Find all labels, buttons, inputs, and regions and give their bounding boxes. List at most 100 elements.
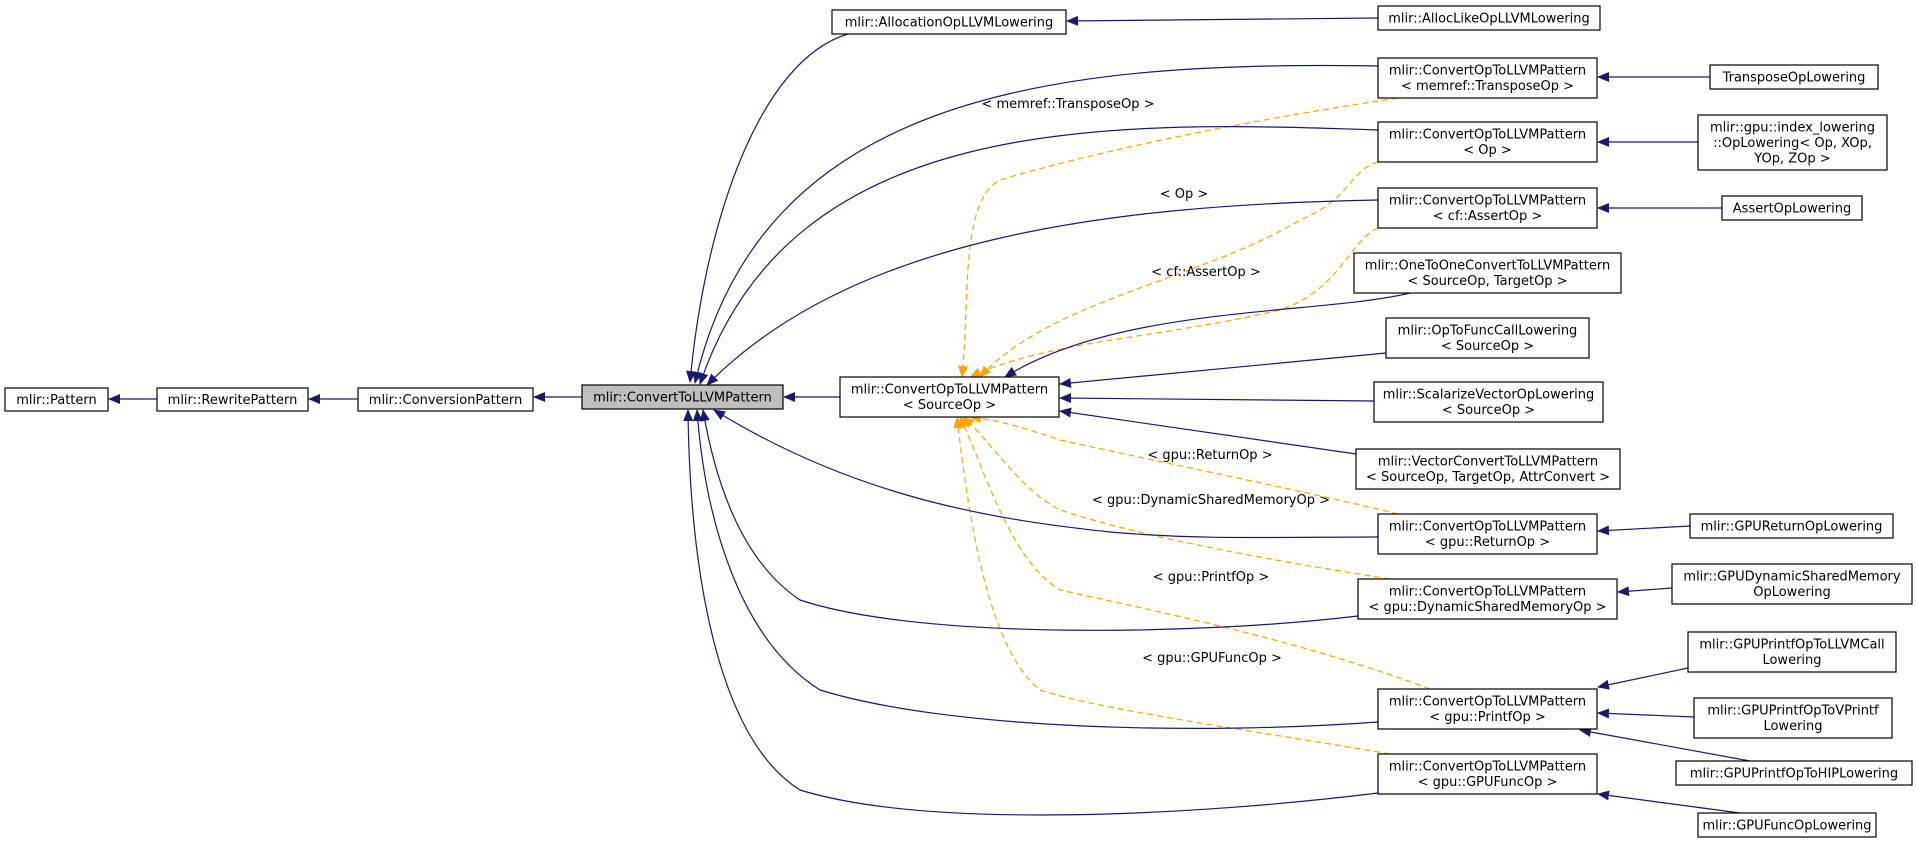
- class-node-convop_printf[interactable]: mlir::ConvertOpToLLVMPattern< gpu::Print…: [1377, 688, 1598, 730]
- template-edge-convop_dynshared: [962, 416, 1391, 580]
- template-edge-convop_transpose: [958, 97, 1399, 378]
- class-node-convop_assert[interactable]: mlir::ConvertOpToLLVMPattern< cf::Assert…: [1377, 187, 1598, 229]
- class-node-box: [581, 384, 784, 410]
- class-node-label: < gpu::PrintfOp >: [1429, 710, 1546, 725]
- class-node-box: [1377, 688, 1598, 730]
- class-node-label: mlir::ConvertOpToLLVMPattern: [1389, 520, 1586, 535]
- edges-layer: [108, 15, 1751, 816]
- class-node-box: [1353, 252, 1622, 294]
- class-node-label: YOp, ZOp >: [1753, 151, 1830, 166]
- class-node-box: [1385, 317, 1590, 359]
- class-node-conversion[interactable]: mlir::ConversionPattern: [357, 387, 534, 412]
- inheritance-edge-gpuprintfhip-to-convop_printf: [1579, 727, 1751, 762]
- inheritance-edge-allocation-to-ctollvm: [686, 33, 849, 383]
- inheritance-edge-scalarize-to-convop_src: [1059, 393, 1375, 404]
- inheritance-edge-gpureturn-to-convop_return: [1597, 525, 1691, 536]
- class-node-onetoone[interactable]: mlir::OneToOneConvertToLLVMPattern< Sour…: [1353, 252, 1622, 294]
- class-node-box: [1377, 753, 1598, 795]
- template-edge-label: < cf::AssertOp >: [1151, 265, 1260, 280]
- class-node-label: mlir::ConvertOpToLLVMPattern: [1389, 585, 1586, 600]
- class-node-label: mlir::ConvertOpToLLVMPattern: [851, 383, 1048, 398]
- class-node-label: mlir::ConvertOpToLLVMPattern: [1389, 760, 1586, 775]
- class-node-convop_op[interactable]: mlir::ConvertOpToLLVMPattern< Op >: [1377, 121, 1598, 163]
- inheritance-edge-gpuprintfcall-to-convop_printf: [1597, 667, 1689, 690]
- class-node-rewrite[interactable]: mlir::RewritePattern: [156, 387, 309, 412]
- class-node-label: Lowering: [1762, 653, 1821, 668]
- class-node-label: < gpu::ReturnOp >: [1425, 535, 1550, 550]
- class-node-box: [839, 376, 1060, 418]
- class-node-convop_gpufunc[interactable]: mlir::ConvertOpToLLVMPattern< gpu::GPUFu…: [1377, 753, 1598, 795]
- class-node-box: [1377, 57, 1598, 99]
- class-node-convop_transpose[interactable]: mlir::ConvertOpToLLVMPattern< memref::Tr…: [1377, 57, 1598, 99]
- class-node-box: [1697, 114, 1888, 171]
- class-node-box: [1357, 578, 1618, 620]
- edge-labels-layer: < memref::TransposeOp >< Op >< cf::Asser…: [981, 97, 1330, 666]
- class-node-box: [1721, 195, 1863, 221]
- class-node-label: mlir::AllocLikeOpLLVMLowering: [1388, 11, 1590, 26]
- class-node-label: mlir::gpu::index_lowering: [1710, 120, 1875, 135]
- class-node-allocation[interactable]: mlir::AllocationOpLLVMLowering: [831, 9, 1067, 35]
- class-node-convop_return[interactable]: mlir::ConvertOpToLLVMPattern< gpu::Retur…: [1377, 513, 1598, 555]
- class-node-box: [1689, 513, 1894, 539]
- class-node-pattern[interactable]: mlir::Pattern: [4, 387, 109, 412]
- class-node-alloclike[interactable]: mlir::AllocLikeOpLLVMLowering: [1377, 5, 1601, 31]
- class-node-label: mlir::GPUReturnOpLowering: [1701, 519, 1883, 534]
- template-edge-label: < gpu::PrintfOp >: [1153, 570, 1270, 585]
- class-node-box: [1697, 812, 1877, 838]
- class-node-gpufunclow[interactable]: mlir::GPUFuncOpLowering: [1697, 812, 1877, 838]
- inheritance-edge-convop_dynshared-to-ctollvm: [699, 409, 1359, 631]
- template-edge-convop_gpufunc: [953, 416, 1391, 755]
- class-node-box: [1687, 631, 1897, 673]
- class-node-box: [1709, 64, 1879, 90]
- template-edge-label: < gpu::ReturnOp >: [1147, 448, 1272, 463]
- class-node-label: < SourceOp >: [1441, 339, 1534, 354]
- template-edge-label: < gpu::GPUFuncOp >: [1142, 651, 1282, 666]
- class-node-box: [1693, 697, 1893, 739]
- inheritance-edge-vectorconv-to-convop_src: [1059, 407, 1357, 455]
- class-node-label: mlir::ConvertOpToLLVMPattern: [1389, 695, 1586, 710]
- template-edge-label: < Op >: [1160, 187, 1209, 202]
- class-node-gpuprintfhip[interactable]: mlir::GPUPrintfOpToHIPLowering: [1675, 760, 1913, 786]
- inheritance-edge-convop_op-to-ctollvm: [698, 126, 1379, 385]
- class-node-label: AssertOpLowering: [1733, 201, 1851, 216]
- class-node-label: mlir::GPUDynamicSharedMemory: [1683, 570, 1900, 585]
- class-node-optofunc[interactable]: mlir::OpToFuncCallLowering< SourceOp >: [1385, 317, 1590, 359]
- class-node-convop_src[interactable]: mlir::ConvertOpToLLVMPattern< SourceOp >: [839, 376, 1060, 418]
- class-node-convop_dynshared[interactable]: mlir::ConvertOpToLLVMPattern< gpu::Dynam…: [1357, 578, 1618, 620]
- template-edge-convop_op: [979, 161, 1379, 378]
- class-node-box: [1377, 187, 1598, 229]
- class-node-box: [1675, 760, 1913, 786]
- class-node-assertlow[interactable]: AssertOpLowering: [1721, 195, 1863, 221]
- class-node-gpureturn[interactable]: mlir::GPUReturnOpLowering: [1689, 513, 1894, 539]
- class-node-vectorconv[interactable]: mlir::VectorConvertToLLVMPattern< Source…: [1355, 448, 1621, 490]
- inheritance-edge-gpuprintfv-to-convop_printf: [1597, 708, 1695, 719]
- class-node-label: mlir::ConvertOpToLLVMPattern: [1389, 128, 1586, 143]
- class-node-box: [1671, 563, 1913, 605]
- inheritance-edge-convop_transpose-to-ctollvm: [692, 64, 1379, 384]
- nodes-layer: mlir::Pattern mlir::RewritePattern mlir::C…: [4, 5, 1913, 838]
- inheritance-edge-convop_gpufunc-to-ctollvm: [683, 409, 1379, 816]
- class-node-scalarize[interactable]: mlir::ScalarizeVectorOpLowering< SourceO…: [1373, 381, 1604, 423]
- class-node-box: [831, 9, 1067, 35]
- class-node-label: mlir::AllocationOpLLVMLowering: [845, 15, 1054, 30]
- class-node-label: mlir::GPUPrintfOpToLLVMCall: [1699, 638, 1884, 653]
- class-node-label: < Op >: [1463, 143, 1512, 158]
- class-node-indexlow[interactable]: mlir::gpu::index_lowering::OpLowering< O…: [1697, 114, 1888, 171]
- class-node-label: Lowering: [1763, 719, 1822, 734]
- class-node-label: mlir::RewritePattern: [168, 393, 298, 408]
- inheritance-edge-convop_printf-to-ctollvm: [692, 409, 1379, 729]
- class-node-label: mlir::OpToFuncCallLowering: [1398, 324, 1578, 339]
- class-node-label: < gpu::GPUFuncOp >: [1418, 775, 1558, 790]
- class-node-label: mlir::GPUFuncOpLowering: [1702, 818, 1871, 833]
- class-node-label: < SourceOp >: [903, 398, 996, 413]
- class-node-transposelow[interactable]: TransposeOpLowering: [1709, 64, 1879, 90]
- class-node-label: < cf::AssertOp >: [1433, 209, 1542, 224]
- class-node-label: < memref::TransposeOp >: [1401, 79, 1574, 94]
- class-node-label: OpLowering: [1753, 585, 1831, 600]
- class-node-label: < SourceOp >: [1442, 403, 1535, 418]
- template-edge-convop_assert: [969, 227, 1379, 378]
